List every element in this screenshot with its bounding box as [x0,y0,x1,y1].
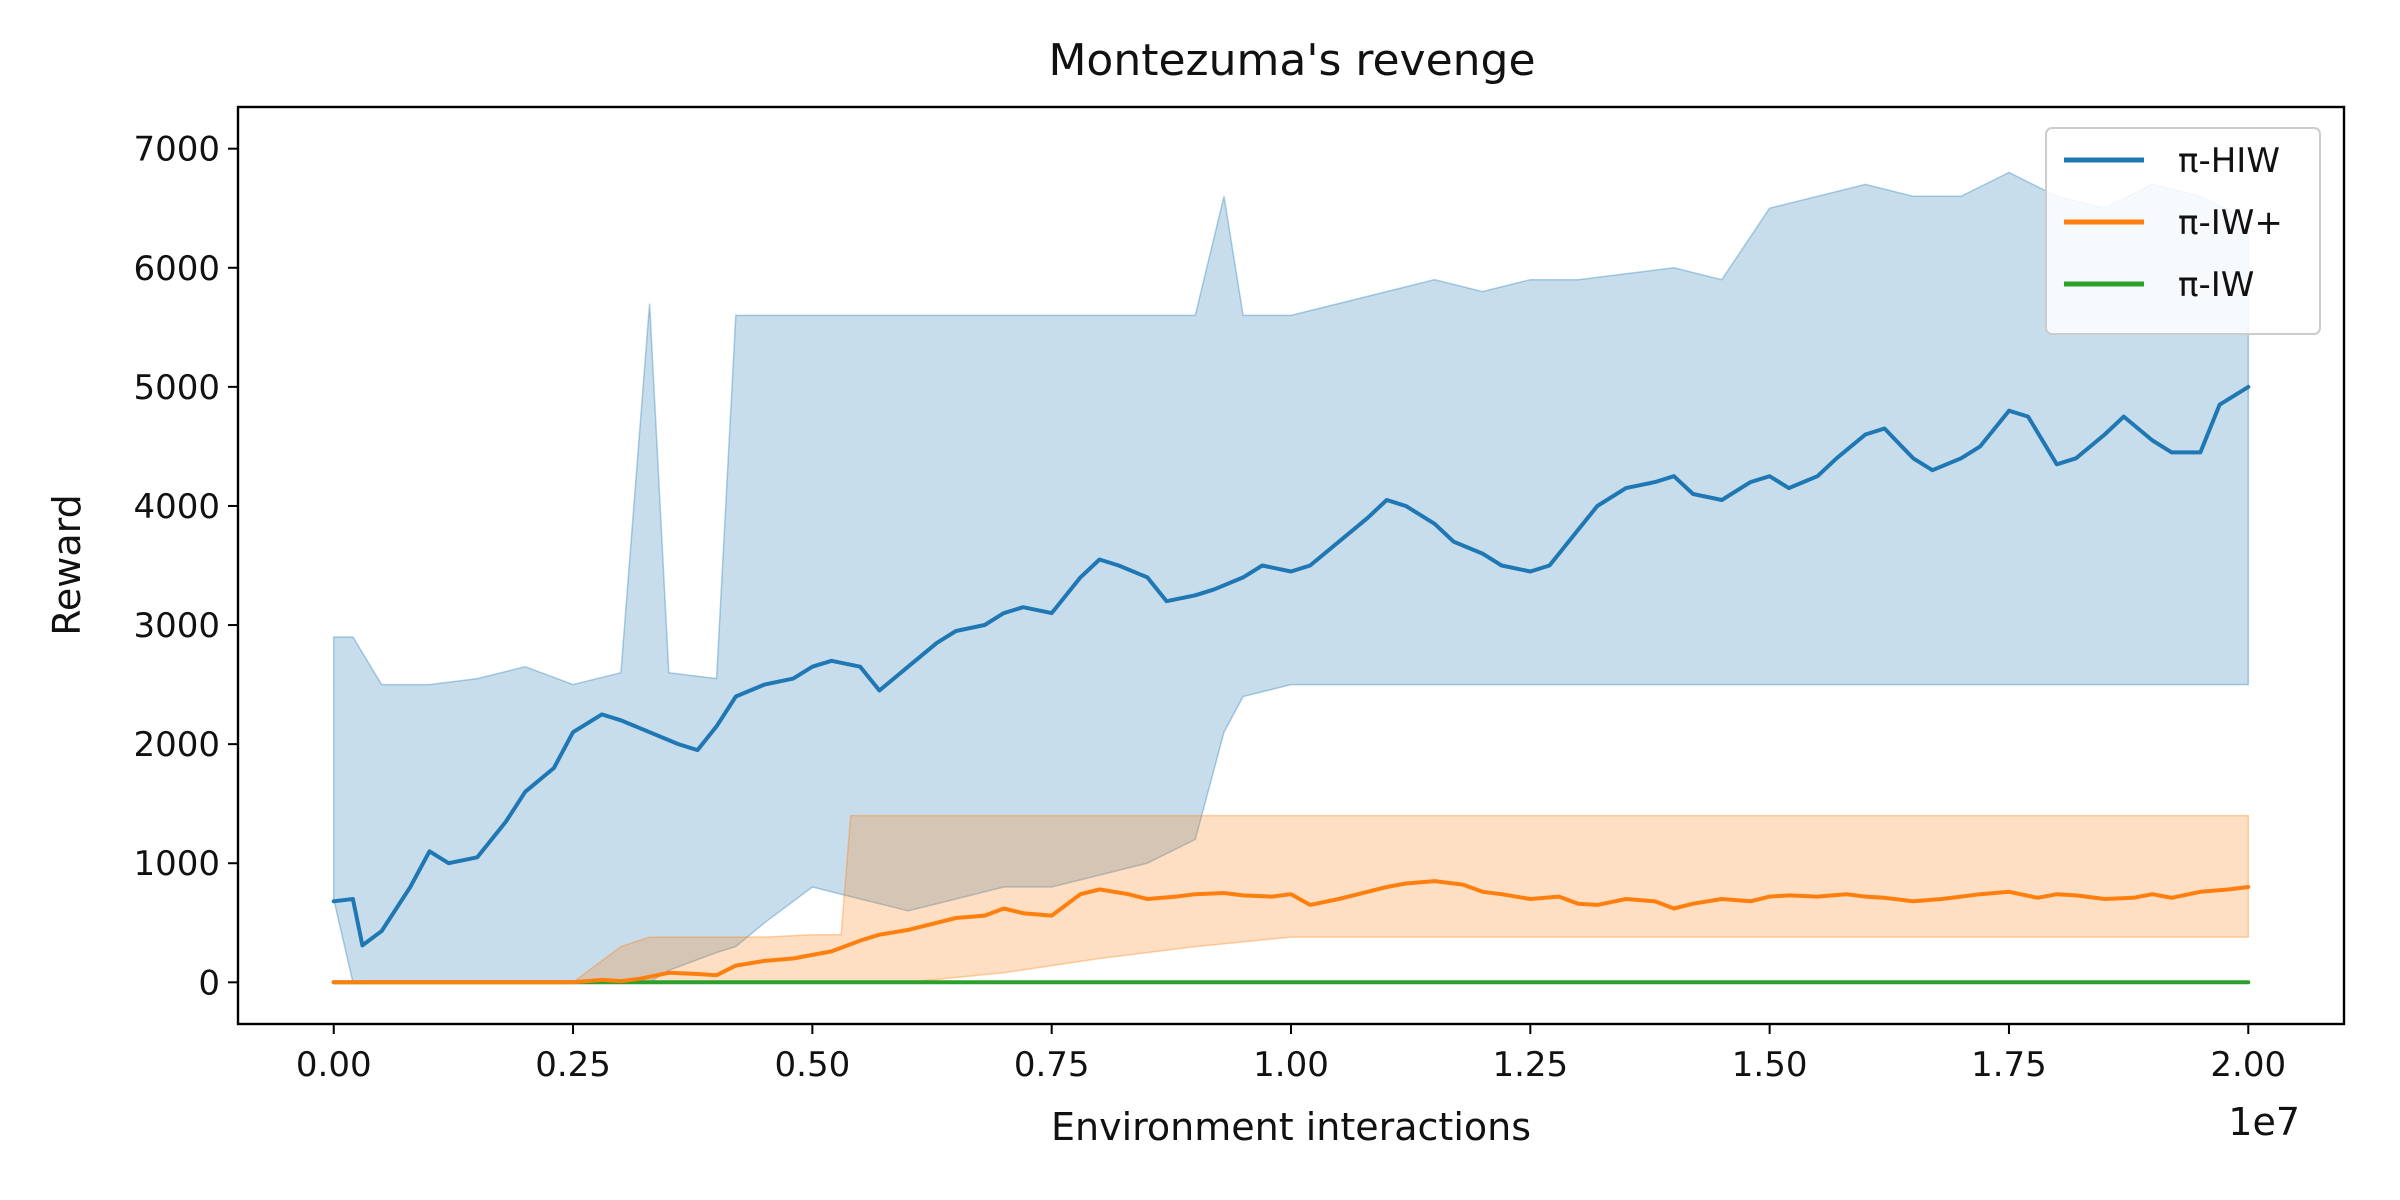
y-tick-label: 3000 [133,606,220,646]
y-tick-label: 6000 [133,249,220,289]
x-tick-label: 0.00 [296,1045,372,1085]
y-tick-label: 2000 [133,725,220,765]
legend-label-pi-iw-plus: π-IW+ [2178,203,2283,243]
x-tick-label: 0.50 [775,1045,851,1085]
y-tick-label: 7000 [133,130,220,170]
legend-label-pi-hiw: π-HIW [2178,141,2280,181]
x-tick-label: 0.75 [1014,1045,1090,1085]
plot-area [331,171,2251,985]
y-tick-label: 0 [198,963,220,1003]
series-line-pi-iw-plus [331,879,2251,985]
legend-label-pi-iw: π-IW [2178,265,2254,305]
series-line-pi-hiw [331,384,2251,948]
x-axis-label: Environment interactions [1051,1105,1531,1149]
x-tick-label: 2.00 [2210,1045,2286,1085]
chart-title: Montezuma's revenge [1048,35,1535,86]
x-tick-label: 1.50 [1732,1045,1808,1085]
band-pi-hiw [332,171,2250,984]
x-axis: 0.00 0.25 0.50 0.75 1.00 1.25 1.50 1.75 2.00 [296,1024,2286,1085]
y-axis: 0 1000 2000 3000 4000 5000 6000 7000 [133,130,238,1003]
y-tick-label: 5000 [133,368,220,408]
y-tick-label: 4000 [133,487,220,527]
legend: π-HIW π-IW+ π-IW [2045,127,2321,335]
x-axis-offset-label: 1e7 [2228,1100,2300,1144]
x-tick-label: 1.75 [1971,1045,2047,1085]
x-tick-label: 0.25 [535,1045,611,1085]
x-tick-label: 1.25 [1492,1045,1568,1085]
y-tick-label: 1000 [133,844,220,884]
y-axis-label: Reward [45,494,89,636]
x-tick-label: 1.00 [1253,1045,1329,1085]
